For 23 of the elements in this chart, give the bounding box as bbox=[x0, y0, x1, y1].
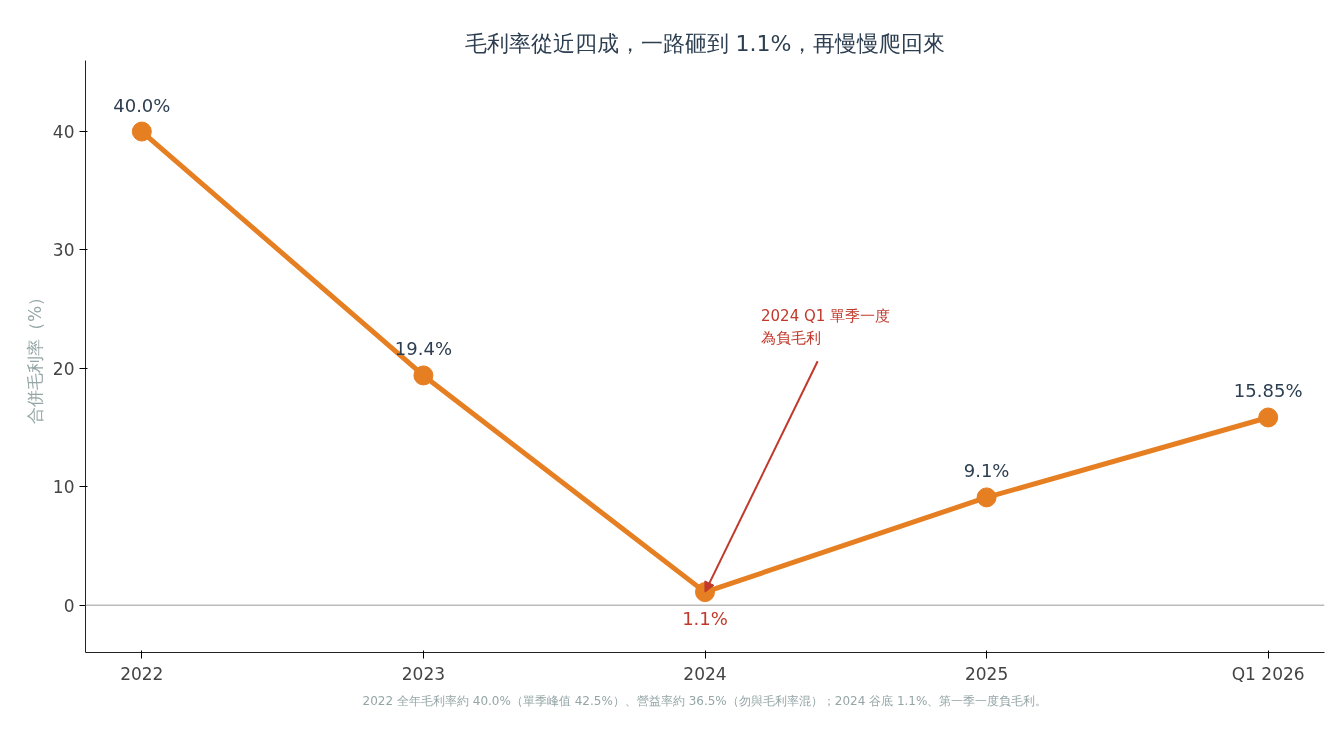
text: 1.1% bbox=[682, 608, 728, 630]
point bbox=[976, 487, 997, 508]
x-tick-label: Q1 2026 bbox=[1231, 663, 1305, 684]
x-tick-label: 2022 bbox=[120, 663, 164, 684]
y-tick-label: 0 bbox=[63, 595, 75, 616]
text: 2022 全年毛利率約 40.0%（單季峰值 42.5%）、營益率約 36.5%（勿與毛利率混）；2024 谷底 1.1%、第一季一度負毛利。 bbox=[362, 693, 1048, 708]
point bbox=[1258, 407, 1279, 428]
point bbox=[413, 365, 434, 386]
point bbox=[131, 121, 152, 142]
text: 15.85% bbox=[1233, 380, 1303, 402]
y-tick-label: 40 bbox=[52, 122, 75, 143]
y-axis-title: 合併毛利率（%） bbox=[24, 288, 45, 425]
text: 19.4% bbox=[394, 338, 453, 360]
y-tick-label: 20 bbox=[52, 358, 75, 379]
y-tick-label: 10 bbox=[52, 477, 75, 498]
y-tick-label: 30 bbox=[52, 240, 75, 261]
x-tick-label: 2024 bbox=[683, 663, 727, 684]
chart-title: 毛利率從近四成，一路砸到 1.1%，再慢慢爬回來 bbox=[464, 30, 946, 56]
text: 40.0% bbox=[113, 94, 171, 116]
text: 9.1% bbox=[963, 460, 1010, 482]
annotation: 2024 Q1 單季一度為負毛利 bbox=[761, 307, 891, 347]
x-tick-label: 2023 bbox=[401, 663, 446, 684]
x-tick-label: 2025 bbox=[964, 663, 1009, 684]
